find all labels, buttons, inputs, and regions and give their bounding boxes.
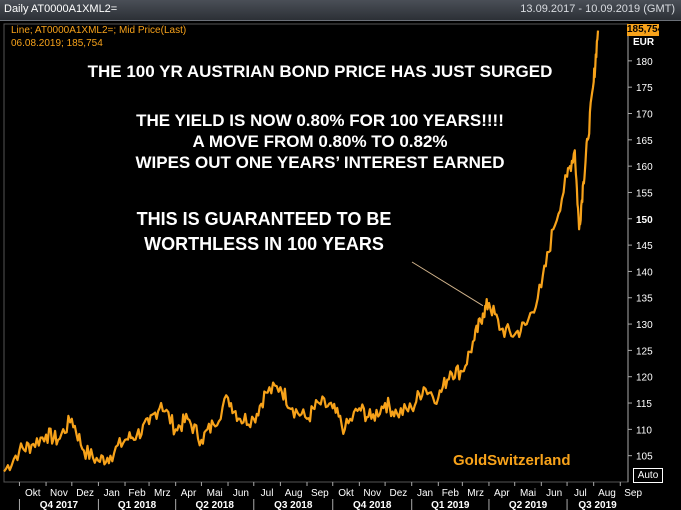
y-tick-label: 135 [636,294,653,305]
callout-line-1: THIS IS GUARANTEED TO BE [136,209,392,229]
x-month-label: Okt [338,488,354,499]
y-tick-label: 170 [636,109,653,120]
brand-watermark: GoldSwitzerland [453,452,571,469]
callout-pointer [411,261,484,307]
y-tick-label: 125 [636,346,653,357]
x-month-label: Apr [494,488,510,499]
x-month-label: Jan [417,488,433,499]
x-month-label: Nov [50,488,68,499]
x-month-label: Jul [574,488,587,499]
x-month-label: Okt [25,488,41,499]
x-quarter-label: Q3 2019 [578,500,617,510]
x-month-label: Feb [442,488,460,499]
ticker-label: Daily AT0000A1XML2= [4,3,118,15]
x-quarter-label: Q2 2019 [509,500,548,510]
headline-annotation: THE 100 YR AUSTRIAN BOND PRICE HAS JUST … [87,62,553,81]
x-quarter-label: Q1 2018 [118,500,157,510]
x-quarter-label: Q4 2017 [40,500,79,510]
x-month-label: Sep [624,488,642,499]
y-tick-label: 150 [636,215,653,226]
yield-line-1: THE YIELD IS NOW 0.80% FOR 100 YEARS!!!! [136,111,504,130]
x-month-label: Feb [128,488,146,499]
x-quarter-label: Q3 2018 [274,500,313,510]
legend-last-point: 06.08.2019; 185,754 [11,38,103,49]
x-month-label: Dez [76,488,94,499]
currency-label: EUR [633,37,655,48]
x-month-label: Jul [261,488,274,499]
y-tick-label: 120 [636,373,653,384]
x-month-label: Aug [285,488,303,499]
chart-header-bar: Daily AT0000A1XML2= 13.09.2017 - 10.09.2… [0,0,681,21]
x-month-label: Aug [598,488,616,499]
y-tick-label: 110 [636,425,652,436]
last-value-badge: 185,754 [627,24,664,36]
x-month-label: Jun [233,488,249,499]
y-tick-label: 130 [636,320,653,331]
yield-annotation: THE YIELD IS NOW 0.80% FOR 100 YEARS!!!!… [30,110,610,173]
x-month-label: Dez [390,488,408,499]
y-tick-label: 105 [636,452,653,463]
yield-line-2: A MOVE FROM 0.80% TO 0.82% [192,132,448,151]
y-tick-label: 140 [636,267,653,278]
x-month-label: Jan [104,488,120,499]
x-month-label: Mrz [467,488,484,499]
x-month-label: Apr [181,488,197,499]
y-tick-label: 160 [636,162,653,173]
x-month-label: Mai [207,488,223,499]
auto-scale-button[interactable]: Auto [633,468,663,483]
x-month-label: Mai [520,488,536,499]
date-range: 13.09.2017 - 10.09.2019 (GMT) [520,3,675,15]
x-quarter-label: Q4 2018 [353,500,392,510]
price-series-line [3,30,600,473]
x-month-label: Jun [546,488,562,499]
x-quarter-label: Q2 2018 [196,500,235,510]
y-tick-label: 165 [636,136,653,147]
y-tick-label: 175 [636,83,653,94]
y-tick-label: 145 [636,241,653,252]
y-tick-label: 180 [636,57,653,68]
y-tick-label: 155 [636,188,653,199]
x-quarter-label: Q1 2019 [431,500,470,510]
yield-line-3: WIPES OUT ONE YEARS’ INTEREST EARNED [135,153,505,172]
price-chart: 105 110 115 120 125 130 135 140 145 150 155 160 165 1… [3,23,653,510]
x-month-label: Sep [311,488,329,499]
callout-line-2: WORTHLESS IN 100 YEARS [144,234,384,254]
legend-series: Line; AT0000A1XML2=; Mid Price(Last) [11,25,187,36]
callout-box: THIS IS GUARANTEED TO BE WORTHLESS IN 10… [108,205,420,259]
x-month-label: Mrz [154,488,171,499]
x-month-label: Nov [363,488,381,499]
y-tick-label: 115 [636,399,652,410]
